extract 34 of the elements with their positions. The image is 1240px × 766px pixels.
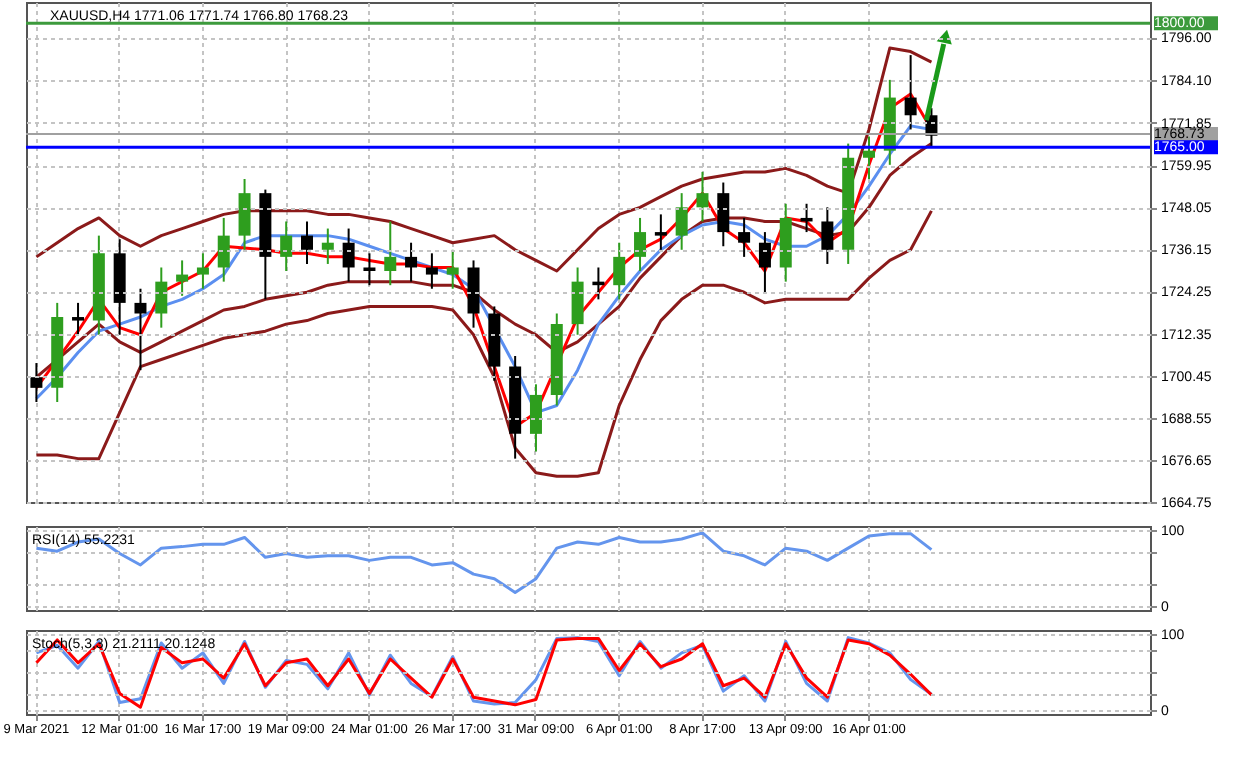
line-series (34, 209, 933, 478)
candlestick (467, 259, 480, 329)
candlestick (301, 220, 313, 265)
candlestick (446, 248, 459, 290)
candlestick (654, 213, 667, 251)
candlestick (717, 181, 730, 248)
candlestick (758, 231, 771, 294)
candlestick (30, 362, 43, 403)
candlestick (634, 216, 647, 273)
candlestick (425, 252, 438, 290)
candlestick (529, 383, 542, 453)
candlestick (405, 241, 418, 283)
line-series (34, 46, 933, 273)
candlestick (176, 259, 189, 297)
candlestick (675, 192, 688, 251)
candlestick (280, 220, 293, 273)
candlestick (321, 227, 334, 265)
candlestick (134, 287, 147, 372)
candlestick (696, 170, 709, 223)
candlestick (363, 252, 376, 287)
candlestick (613, 241, 626, 301)
candlestick (738, 216, 751, 258)
candlestick (821, 206, 834, 265)
line-series (34, 531, 933, 594)
candlestick (863, 135, 875, 180)
candlestick (904, 54, 917, 131)
candlestick (238, 177, 251, 251)
candlestick (384, 220, 397, 287)
candlestick (342, 227, 355, 283)
candlestick (155, 266, 168, 329)
candlestick (72, 301, 85, 336)
candlestick (571, 266, 584, 336)
candlestick (196, 252, 209, 290)
candlestick (217, 216, 230, 283)
